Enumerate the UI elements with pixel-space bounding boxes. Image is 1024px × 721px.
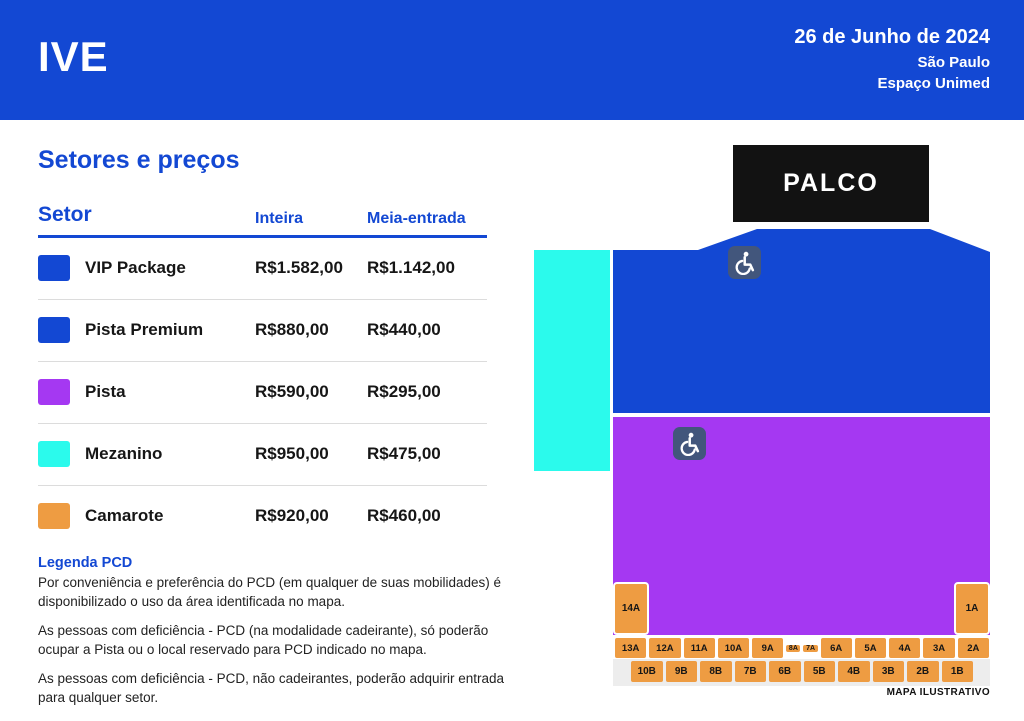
price-meia: R$440,00: [367, 320, 441, 339]
wheelchair-glyph: [680, 432, 700, 456]
event-meta: 26 de Junho de 2024 São Paulo Espaço Uni…: [794, 27, 990, 94]
sector-pista-premium-shape[interactable]: [613, 229, 990, 413]
map-caption: MAPA ILUSTRATIVO: [886, 687, 990, 698]
sector-color-swatch: [38, 379, 70, 405]
price-inteira: R$950,00: [255, 444, 329, 463]
sector-color-swatch: [38, 255, 70, 281]
table-row: Pista Premium R$880,00 R$440,00: [38, 300, 487, 362]
sector-color-swatch: [38, 317, 70, 343]
camarote-box[interactable]: 10A: [717, 638, 750, 658]
camarote-box[interactable]: 5B: [803, 661, 835, 682]
table-row: VIP Package R$1.582,00 R$1.142,00: [38, 238, 487, 300]
price-meia: R$295,00: [367, 382, 441, 401]
camarote-box[interactable]: 3A: [923, 638, 955, 658]
camarote-box[interactable]: 9A: [752, 638, 784, 658]
event-city: São Paulo: [917, 54, 990, 71]
header-banner: IVE 26 de Junho de 2024 São Paulo Espaço…: [0, 0, 1024, 120]
camarote-box[interactable]: 13A: [615, 638, 647, 658]
legend-paragraph: As pessoas com deficiência - PCD (na mod…: [38, 622, 489, 658]
sector-color-swatch: [38, 503, 70, 529]
sector-color-swatch: [38, 441, 70, 467]
camarote-box[interactable]: 12A: [649, 638, 681, 658]
price-inteira: R$920,00: [255, 506, 329, 525]
camarote-box-pair: 8A 7A: [786, 638, 818, 658]
price-meia: R$1.142,00: [367, 258, 455, 277]
wheelchair-glyph: [735, 251, 755, 275]
price-inteira: R$880,00: [255, 320, 329, 339]
stage-box: PALCO: [733, 145, 929, 222]
price-inteira: R$1.582,00: [255, 258, 343, 277]
sector-name: Pista: [85, 382, 126, 401]
legend-paragraph: As pessoas com deficiência - PCD, não ca…: [38, 670, 505, 706]
camarote-box-14a[interactable]: 14A: [613, 582, 649, 635]
price-meia: R$460,00: [367, 506, 441, 525]
camarote-box[interactable]: 11A: [683, 638, 715, 658]
column-header-sector: Setor: [38, 203, 92, 226]
camarote-box[interactable]: 6A: [820, 638, 852, 658]
camarote-box[interactable]: 8B: [700, 661, 732, 682]
sector-name: Camarote: [85, 506, 164, 525]
table-row: Camarote R$920,00 R$460,00: [38, 486, 487, 547]
column-header-inteira: Inteira: [255, 210, 304, 227]
sector-pista-premium[interactable]: [613, 229, 990, 413]
artist-logo: IVE: [38, 33, 109, 80]
price-meia: R$475,00: [367, 444, 441, 463]
camarote-box[interactable]: 5A: [854, 638, 887, 658]
event-date: 26 de Junho de 2024: [794, 26, 990, 48]
legend-title: Legenda PCD: [38, 555, 133, 571]
sector-name: Pista Premium: [85, 320, 204, 339]
camarote-box[interactable]: 6B: [769, 661, 801, 682]
sector-name: Mezanino: [85, 444, 163, 463]
camarote-box-1a[interactable]: 1A: [954, 582, 990, 635]
camarote-box[interactable]: 7B: [734, 661, 766, 682]
camarote-box[interactable]: 9B: [665, 661, 697, 682]
table-row: Pista R$590,00 R$295,00: [38, 362, 487, 424]
camarote-row-b: 10B 9B 8B 7B 6B 5B 4B 3B 2B 1B: [631, 661, 973, 682]
page-title: Setores e preços: [38, 146, 240, 174]
camarote-box[interactable]: 1B: [941, 661, 973, 682]
camarote-box[interactable]: 4A: [889, 638, 921, 658]
camarote-row-a: 13A 12A 11A 10A 9A 8A 7A 6A 5A 4A 3A 2A: [615, 638, 989, 658]
column-header-meia: Meia-entrada: [367, 210, 466, 227]
price-table: Setor Inteira Meia-entrada VIP Package R…: [38, 201, 487, 547]
pcd-legend: Legenda PCD Por conveniência e preferênc…: [38, 555, 516, 717]
price-inteira: R$590,00: [255, 382, 329, 401]
sector-pista-shape[interactable]: [613, 417, 990, 635]
sector-pista[interactable]: [613, 417, 990, 635]
camarote-box[interactable]: 3B: [872, 661, 904, 682]
wheelchair-icon: [728, 246, 761, 279]
camarote-box[interactable]: 7A: [803, 644, 818, 652]
table-row: Mezanino R$950,00 R$475,00: [38, 424, 487, 486]
camarote-box[interactable]: 4B: [838, 661, 870, 682]
legend-paragraph: Por conveniência e preferência do PCD (e…: [38, 575, 502, 610]
camarote-box[interactable]: 8A: [786, 644, 801, 652]
event-venue: Espaço Unimed: [877, 75, 990, 92]
camarote-box[interactable]: 2A: [957, 638, 989, 658]
table-header: Setor Inteira Meia-entrada: [38, 201, 487, 238]
sector-mezanino[interactable]: [534, 250, 610, 471]
sector-name: VIP Package: [85, 258, 186, 277]
camarote-box[interactable]: 10B: [631, 661, 663, 682]
camarote-box[interactable]: 2B: [907, 661, 939, 682]
wheelchair-icon: [673, 427, 706, 460]
